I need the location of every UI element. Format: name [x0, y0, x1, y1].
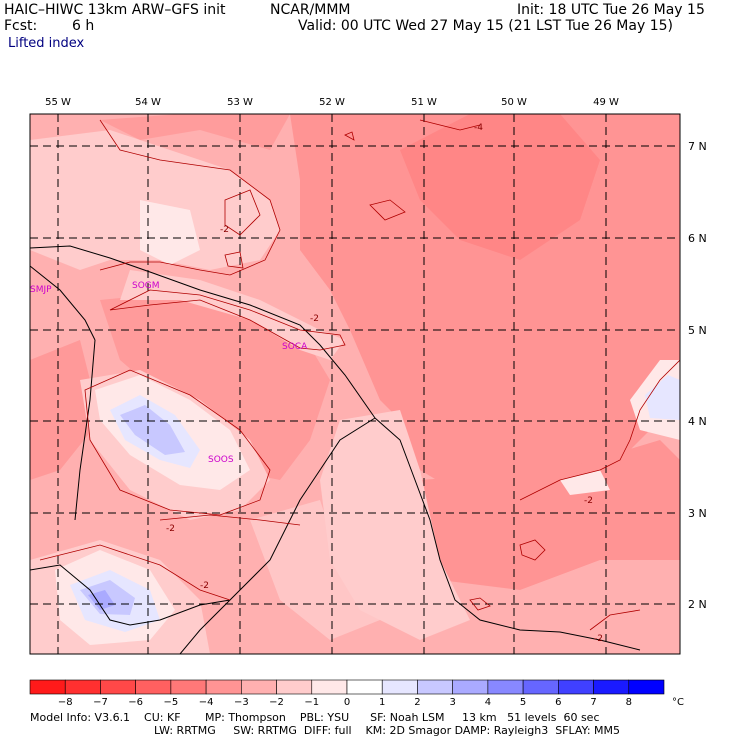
colorbar-swatch — [487, 679, 524, 695]
colorbar-tick-label: 7 — [590, 697, 596, 708]
colorbar-swatch — [64, 679, 101, 695]
colorbar-swatch — [311, 679, 348, 695]
lat-lon-grid — [30, 114, 680, 654]
colorbar: −8 −7 −6 −5 −4 −3 −2 −1 0 1 2 3 4 5 6 7 8 — [29, 679, 665, 708]
lat-label: 6 N — [688, 232, 707, 245]
boundaries — [30, 245, 641, 654]
lon-label: 51 W — [411, 97, 437, 108]
colorbar-swatch — [346, 679, 383, 695]
colorbar-tick-label: −1 — [304, 697, 319, 708]
colorbar-tick-label: −6 — [128, 697, 143, 708]
lon-label: 54 W — [135, 97, 161, 108]
model-title: HAIC–HIWC 13km ARW–GFS init — [4, 2, 226, 18]
colorbar-swatch — [381, 679, 418, 695]
colorbar-swatch — [135, 679, 172, 695]
colorbar-tick-label: 3 — [449, 697, 455, 708]
model-info-line1: Model Info: V3.6.1 CU: KF MP: Thompson P… — [30, 711, 600, 724]
lat-label: 7 N — [688, 140, 707, 153]
station-label: SMJP — [30, 285, 52, 295]
colorbar-swatch — [29, 679, 66, 695]
colorbar-tick-label: 0 — [344, 697, 350, 708]
colorbar-tick-label: −3 — [234, 697, 249, 708]
lon-label: 55 W — [45, 97, 71, 108]
colorbar-tick-label: 1 — [379, 697, 385, 708]
shaded-field — [30, 114, 680, 654]
contour-label: -4 — [474, 123, 483, 133]
colorbar-swatch — [558, 679, 594, 695]
contour-label: -2 — [584, 496, 593, 506]
colorbar-tick-label: −2 — [269, 697, 284, 708]
colorbar-tick-label: 5 — [520, 697, 526, 708]
lon-label: 53 W — [227, 97, 253, 108]
station-label: SOCA — [282, 342, 308, 352]
lon-label: 52 W — [319, 97, 345, 108]
valid-time: Valid: 00 UTC Wed 27 May 15 (21 LST Tue … — [298, 18, 673, 34]
colorbar-tick-label: 2 — [414, 697, 420, 708]
lat-label: 2 N — [688, 598, 707, 611]
contour-label: -2 — [220, 225, 229, 235]
contour-label: -2 — [166, 524, 175, 534]
colorbar-swatch — [100, 679, 136, 695]
model-info-line2: LW: RRTMG SW: RRTMG DIFF: full KM: 2D Sm… — [154, 724, 620, 737]
colorbar-tick-label: −4 — [199, 697, 214, 708]
colorbar-tick-label: 4 — [485, 697, 491, 708]
station-label: SOOS — [208, 455, 234, 465]
colorbar-tick-label: −8 — [58, 697, 73, 708]
colorbar-swatch — [452, 679, 489, 695]
contour-label: -2 — [594, 634, 603, 644]
colorbar-swatch — [522, 679, 559, 695]
colorbar-tick-label: 8 — [626, 697, 632, 708]
lon-label: 49 W — [593, 97, 619, 108]
colorbar-swatch — [593, 679, 630, 695]
colorbar-swatch — [417, 679, 453, 695]
lon-label: 50 W — [501, 97, 527, 108]
forecast-hour: 6 h — [72, 18, 95, 34]
colorbar-swatch — [170, 679, 207, 695]
contour-lines — [39, 119, 680, 631]
colorbar-unit: °C — [672, 697, 684, 708]
colorbar-tick-label: −7 — [93, 697, 108, 708]
field-name: Lifted index — [8, 36, 85, 51]
init-time: Init: 18 UTC Tue 26 May 15 — [517, 2, 705, 18]
colorbar-swatch — [205, 679, 242, 695]
colorbar-tick-label: 6 — [555, 697, 561, 708]
forecast-label: Fcst: — [4, 18, 38, 34]
organization-label: NCAR/MMM — [270, 2, 351, 18]
lat-label: 5 N — [688, 324, 707, 337]
lat-label: 3 N — [688, 507, 707, 520]
contour-label: -2 — [310, 314, 319, 324]
contour-label: -2 — [200, 581, 209, 591]
colorbar-swatch — [241, 679, 277, 695]
map-frame — [29, 113, 681, 655]
colorbar-tick-label: −5 — [164, 697, 179, 708]
colorbar-swatch — [276, 679, 313, 695]
station-label: SOGM — [132, 281, 160, 291]
colorbar-swatch — [628, 679, 665, 695]
lat-label: 4 N — [688, 415, 707, 428]
